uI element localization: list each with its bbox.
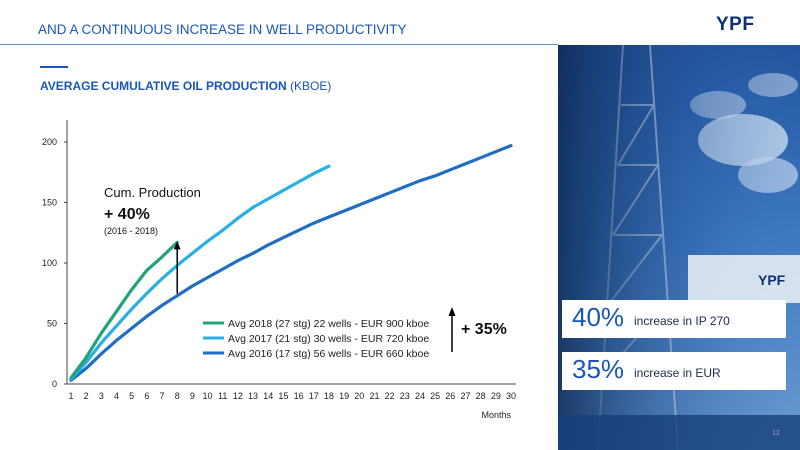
y-tick-label: 100 xyxy=(42,258,57,268)
cum-production-label: Cum. Production xyxy=(104,185,201,200)
series-line-1 xyxy=(69,164,331,381)
x-tick-label: 19 xyxy=(339,391,349,401)
page-number: 12 xyxy=(772,430,780,437)
section-accent-line xyxy=(40,66,68,68)
eur-increase-value: + 35% xyxy=(461,321,507,338)
x-tick-label: 25 xyxy=(430,391,440,401)
x-tick-label: 29 xyxy=(491,391,501,401)
x-tick-label: 22 xyxy=(385,391,395,401)
legend-label-2: Avg 2016 (17 stg) 56 wells - EUR 660 kbo… xyxy=(228,348,429,360)
x-tick-label: 9 xyxy=(190,391,195,401)
x-axis-label: Months xyxy=(481,410,511,420)
x-tick-label: 15 xyxy=(278,391,288,401)
x-tick-label: 10 xyxy=(203,391,213,401)
stat-eur-text: increase in EUR xyxy=(634,366,721,380)
x-tick-label: 6 xyxy=(144,391,149,401)
header-title: AND A CONTINUOUS INCREASE IN WELL PRODUC… xyxy=(38,22,407,37)
section-title-main: AVERAGE CUMULATIVE OIL PRODUCTION xyxy=(40,79,287,93)
x-tick-label: 3 xyxy=(99,391,104,401)
x-tick-label: 8 xyxy=(175,391,180,401)
x-tick-label: 11 xyxy=(218,391,227,401)
x-tick-label: 27 xyxy=(460,391,470,401)
eur-increase-arrowhead xyxy=(448,307,456,316)
content-panel xyxy=(0,45,558,450)
x-tick-label: 28 xyxy=(476,391,486,401)
x-tick-label: 13 xyxy=(248,391,258,401)
x-tick-label: 12 xyxy=(233,391,243,401)
cum-production-period: (2016 - 2018) xyxy=(104,226,158,236)
x-tick-label: 5 xyxy=(129,391,134,401)
x-tick-label: 26 xyxy=(445,391,455,401)
series-line-2 xyxy=(69,144,513,382)
x-tick-label: 21 xyxy=(369,391,379,401)
x-tick-label: 1 xyxy=(68,391,73,401)
section-title-unit: (KBOE) xyxy=(290,79,332,93)
x-tick-label: 24 xyxy=(415,391,425,401)
y-tick-label: 200 xyxy=(42,137,57,147)
x-tick-label: 17 xyxy=(309,391,319,401)
stat-ip-text: increase in IP 270 xyxy=(634,314,730,328)
stat-box-ip: 40% increase in IP 270 xyxy=(562,300,786,338)
x-tick-label: 4 xyxy=(114,391,119,401)
x-tick-label: 30 xyxy=(506,391,516,401)
x-tick-label: 7 xyxy=(160,391,165,401)
rig-sign-text: YPF xyxy=(758,272,786,288)
x-tick-label: 18 xyxy=(324,391,334,401)
legend-label-1: Avg 2017 (21 stg) 30 wells - EUR 720 kbo… xyxy=(228,333,429,345)
x-tick-label: 2 xyxy=(84,391,89,401)
y-tick-label: 50 xyxy=(47,319,57,329)
legend-label-0: Avg 2018 (27 stg) 22 wells - EUR 900 kbo… xyxy=(228,318,429,330)
stat-eur-number: 35% xyxy=(572,354,625,384)
series-line-0 xyxy=(69,240,179,380)
y-tick-label: 0 xyxy=(52,379,57,389)
cum-production-value: + 40% xyxy=(104,206,150,223)
header-divider xyxy=(0,44,558,45)
cum-increase-arrowhead xyxy=(173,241,181,250)
x-tick-label: 16 xyxy=(294,391,304,401)
x-tick-label: 20 xyxy=(354,391,364,401)
stat-box-eur: 35% increase in EUR xyxy=(562,352,786,390)
stat-ip-number: 40% xyxy=(572,302,625,332)
ypf-logo: YPF xyxy=(716,14,755,35)
x-tick-label: 23 xyxy=(400,391,410,401)
section-title: AVERAGE CUMULATIVE OIL PRODUCTION (KBOE) xyxy=(40,79,331,93)
y-tick-label: 150 xyxy=(42,198,57,208)
x-tick-label: 14 xyxy=(263,391,273,401)
